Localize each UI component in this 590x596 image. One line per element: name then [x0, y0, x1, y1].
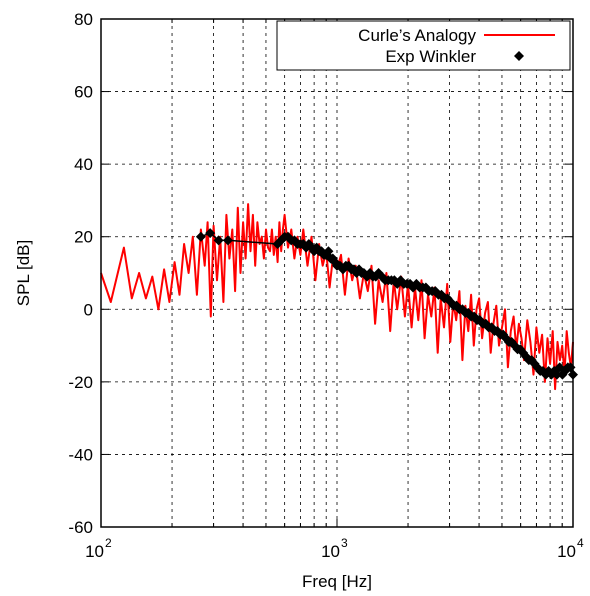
y-tick-labels: -60 -40 -20 0 20 40 60 80: [68, 10, 93, 537]
exp-winkler-point: [213, 235, 224, 246]
legend: Curle’s Analogy Exp Winkler: [276, 20, 571, 71]
x-tick-label-exponent: 2: [105, 536, 112, 550]
axis-ticks: [100, 18, 574, 528]
y-tick-label: 80: [74, 10, 93, 29]
y-tick-label: 0: [84, 300, 93, 319]
x-tick-label-base: 10: [85, 542, 104, 561]
y-axis-label: SPL [dB]: [14, 240, 33, 306]
x-axis-label: Freq [Hz]: [302, 572, 372, 591]
legend-label-curle: Curle’s Analogy: [358, 26, 476, 45]
grid-lines: [101, 19, 573, 527]
curle-analogy-line: [100, 203, 574, 391]
x-tick-label-base: 10: [557, 542, 576, 561]
x-tick-label-exponent: 3: [341, 536, 348, 550]
x-tick-label-exponent: 4: [577, 536, 584, 550]
legend-box: [276, 20, 571, 71]
y-tick-label: -20: [68, 373, 93, 392]
y-tick-label: 20: [74, 228, 93, 247]
exp-winkler-series: [195, 228, 578, 380]
exp-winkler-point: [323, 246, 334, 257]
y-tick-label: -40: [68, 445, 93, 464]
x-tick-labels: 10 2 10 3 10 4: [85, 536, 584, 561]
y-tick-label: 40: [74, 155, 93, 174]
y-tick-label: 60: [74, 83, 93, 102]
exp-winkler-point: [222, 235, 233, 246]
exp-winkler-point: [205, 228, 216, 239]
y-tick-label: -60: [68, 518, 93, 537]
legend-label-exp-winkler: Exp Winkler: [385, 47, 476, 66]
curle-series: [100, 203, 574, 391]
exp-winkler-point: [195, 231, 206, 242]
legend-swatch-exp-winkler: [514, 51, 524, 61]
x-tick-label-base: 10: [321, 542, 340, 561]
